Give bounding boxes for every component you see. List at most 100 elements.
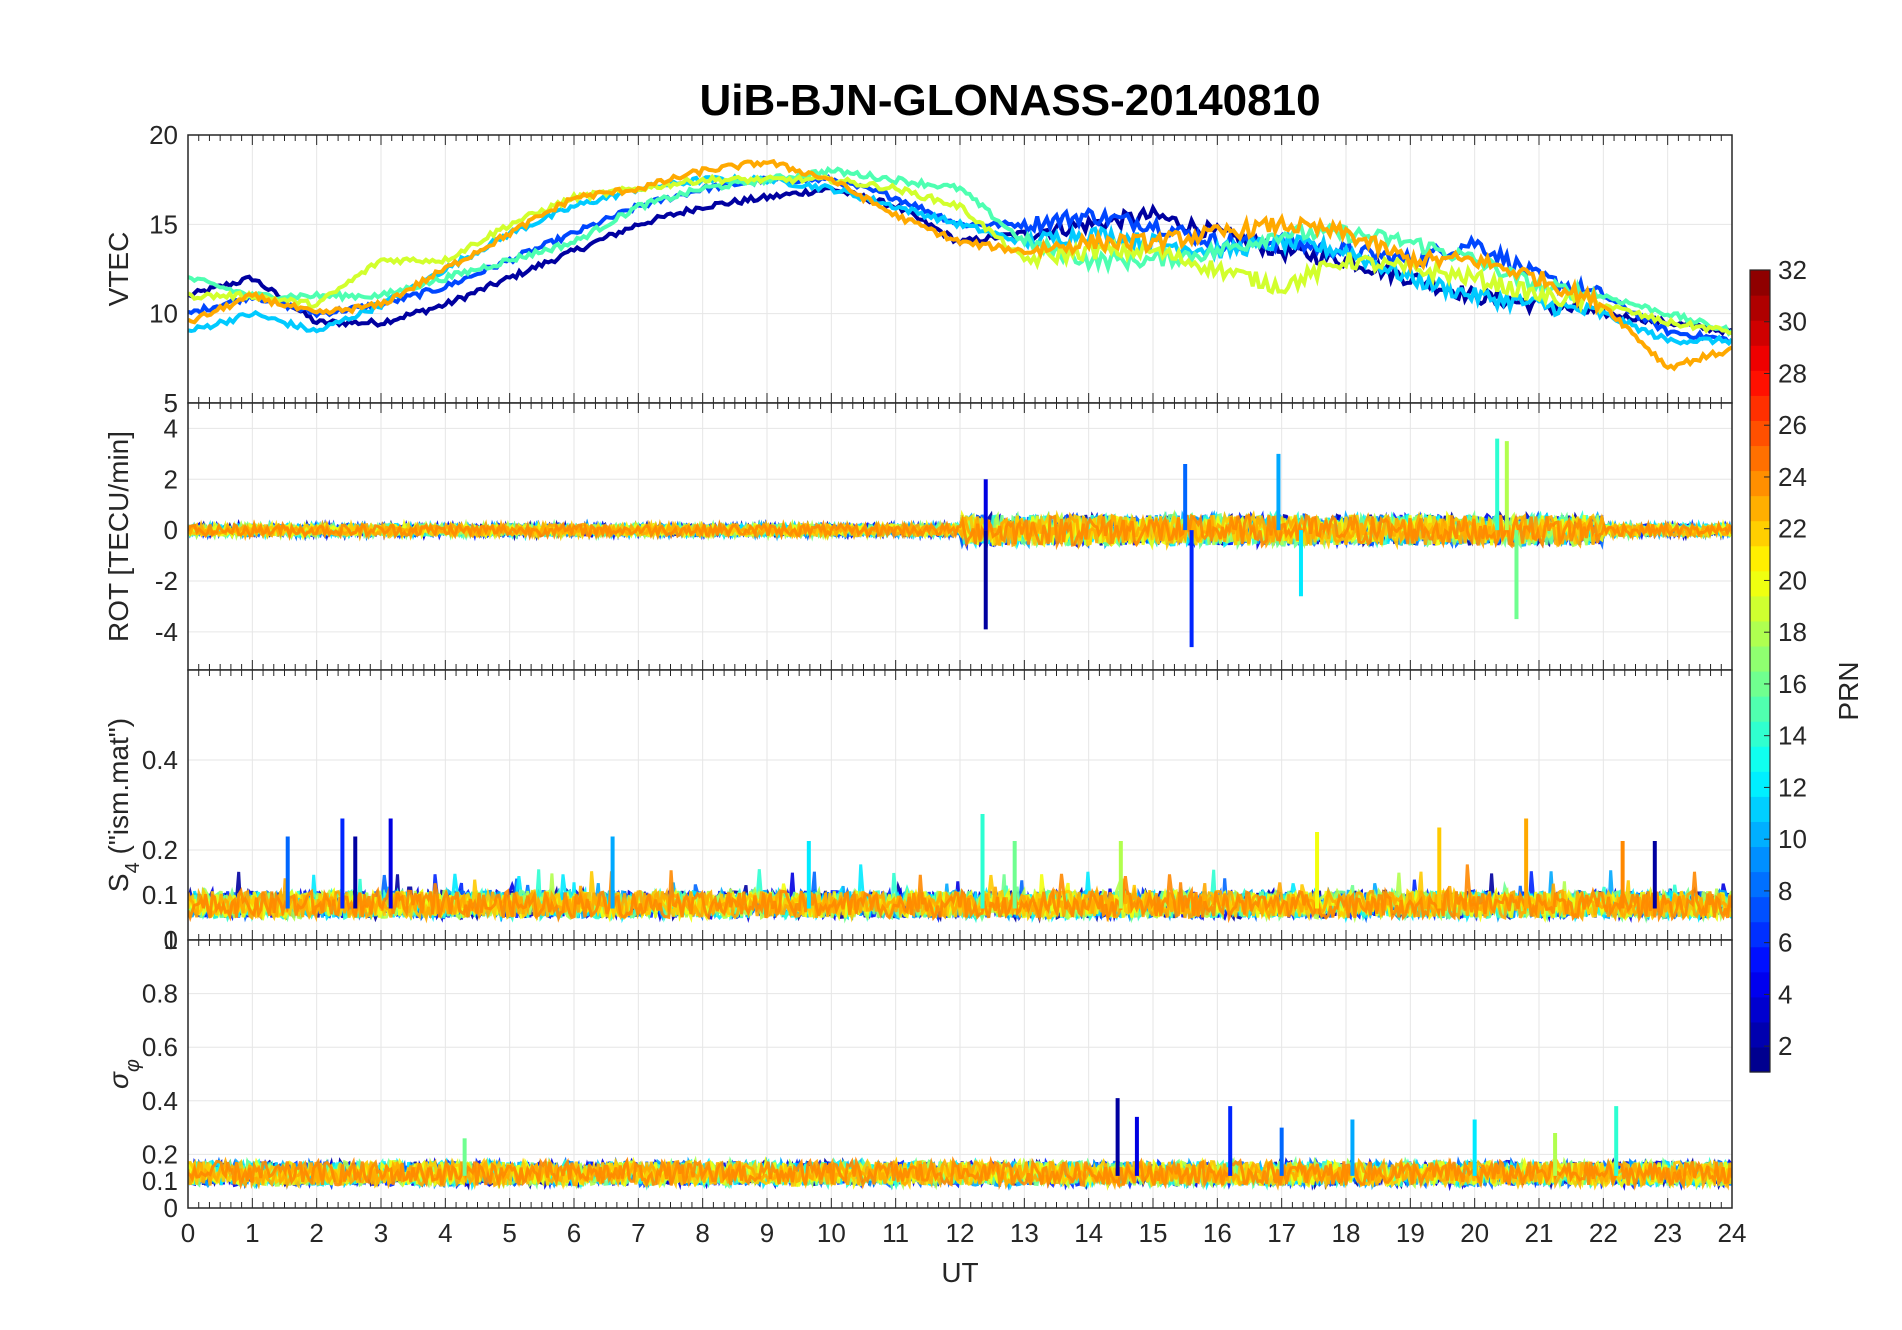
y-tick-label-sigma: 0 (164, 1193, 178, 1223)
x-tick-label: 8 (695, 1218, 709, 1248)
y-axis-label-s4: S4 ("ism.mat") (103, 718, 144, 892)
colorbar-segment (1750, 495, 1770, 522)
colorbar-tick-label: 22 (1778, 514, 1807, 544)
colorbar-tick-label: 30 (1778, 307, 1807, 337)
colorbar-tick-label: 20 (1778, 565, 1807, 595)
colorbar-segment (1750, 570, 1770, 597)
vtec-series-prn-23 (188, 158, 1732, 372)
x-tick-label: 3 (374, 1218, 388, 1248)
x-tick-label: 1 (245, 1218, 259, 1248)
y-tick-label-rot: 4 (164, 413, 178, 443)
y-tick-label-vtec: 5 (164, 388, 178, 418)
y-tick-label-rot: -4 (155, 617, 178, 647)
y-axis-label-main: σ (103, 1071, 134, 1089)
y-tick-label-vtec: 15 (149, 209, 178, 239)
colorbar-tick-label: 32 (1778, 255, 1807, 285)
colorbar-segment (1750, 871, 1770, 898)
x-tick-label: 9 (760, 1218, 774, 1248)
x-tick-label: 2 (309, 1218, 323, 1248)
colorbar-segment (1750, 896, 1770, 923)
y-tick-label-s4: 0 (164, 925, 178, 955)
x-tick-label: 15 (1139, 1218, 1168, 1248)
colorbar-segment (1750, 846, 1770, 873)
colorbar-tick-label: 16 (1778, 669, 1807, 699)
colorbar-tick-label: 26 (1778, 410, 1807, 440)
colorbar-box (1749, 269, 1771, 1073)
y-tick-label-sigma: 0.2 (142, 1139, 178, 1169)
x-tick-label: 16 (1203, 1218, 1232, 1248)
colorbar-segment (1750, 721, 1770, 747)
chart-title: UiB-BJN-GLONASS-20140810 (699, 76, 1320, 125)
x-tick-label: 5 (502, 1218, 516, 1248)
colorbar-segment (1750, 645, 1770, 672)
y-tick-label-s4: 0.1 (142, 880, 178, 910)
y-tick-label-sigma: 0.4 (142, 1086, 178, 1116)
panel-rot: -4 -2 0 2 4 ROT [TECU/min] (103, 402, 1733, 671)
colorbar-segment (1750, 971, 1770, 998)
colorbar-segment (1750, 821, 1770, 848)
series-group-s4 (188, 814, 1732, 924)
x-tick-label: 7 (631, 1218, 645, 1248)
colorbar-segment (1750, 595, 1770, 622)
x-tick-label: 14 (1074, 1218, 1103, 1248)
y-tick-label-sigma: 0.8 (142, 979, 178, 1009)
x-tick-label: 20 (1460, 1218, 1489, 1248)
colorbar-segment (1750, 1021, 1770, 1048)
colorbar-segment (1750, 345, 1770, 371)
colorbar-segment (1750, 295, 1770, 321)
colorbar-tick-label: 12 (1778, 772, 1807, 802)
colorbar-segment (1750, 395, 1770, 421)
x-tick-label: 4 (438, 1218, 452, 1248)
colorbar-tick-label: 2 (1778, 1031, 1792, 1061)
colorbar-segment (1750, 270, 1770, 296)
x-tick-label: 24 (1718, 1218, 1747, 1248)
y-tick-label-rot: 2 (164, 464, 178, 494)
colorbar-tick-label: 10 (1778, 824, 1807, 854)
colorbar-tick-label: 28 (1778, 358, 1807, 388)
y-tick-label-sigma: 0.6 (142, 1032, 178, 1062)
colorbar-segment (1750, 470, 1770, 497)
x-tick-label: 17 (1267, 1218, 1296, 1248)
colorbar-segment (1750, 370, 1770, 396)
x-tick-label: 21 (1525, 1218, 1554, 1248)
x-tick-label: 12 (946, 1218, 975, 1248)
series-group-vtec (188, 158, 1732, 372)
colorbar-tick-label: 14 (1778, 721, 1807, 751)
colorbar-segment (1750, 771, 1770, 797)
y-axis-label-main: S (103, 873, 134, 892)
y-axis-label-vtec: VTEC (103, 232, 134, 307)
colorbar-segment (1750, 921, 1770, 948)
y-tick-label-s4: 0.2 (142, 835, 178, 865)
panel-s4: 00.10.20.4S4 ("ism.mat") (103, 669, 1733, 955)
y-axis-label-rot: ROT [TECU/min] (103, 431, 134, 642)
y-axis-label-sub: 4 (122, 862, 144, 873)
colorbar-segment (1750, 520, 1770, 547)
x-tick-label: 13 (1010, 1218, 1039, 1248)
y-tick-label-rot: 0 (164, 515, 178, 545)
x-tick-label: 11 (882, 1218, 909, 1248)
y-axis-label-sigma: σφ (103, 1059, 144, 1089)
colorbar-segment (1750, 420, 1770, 447)
y-axis-label-rest: ("ism.mat") (103, 718, 134, 862)
colorbar-segment (1750, 545, 1770, 572)
colorbar-segment (1750, 946, 1770, 973)
colorbar-segment (1750, 746, 1770, 772)
s4-series-prn-24 (188, 864, 1732, 924)
vtec-series-prn-11 (188, 173, 1732, 346)
vtec-series-prn-19 (188, 173, 1732, 336)
x-tick-label: 18 (1332, 1218, 1361, 1248)
x-tick-label: 6 (567, 1218, 581, 1248)
y-tick-label-s4: 0.4 (142, 745, 178, 775)
x-tick-label: 23 (1653, 1218, 1682, 1248)
colorbar-segment (1750, 620, 1770, 647)
colorbar-tick-label: 6 (1778, 928, 1792, 958)
colorbar-tick-label: 8 (1778, 876, 1792, 906)
series-group-sigma (188, 1098, 1732, 1192)
panel-vtec: 5 10 15 20 VTEC (103, 120, 1733, 418)
x-tick-label: 10 (817, 1218, 846, 1248)
colorbar-segment (1750, 1046, 1770, 1073)
y-tick-label-vtec: 10 (149, 299, 178, 329)
